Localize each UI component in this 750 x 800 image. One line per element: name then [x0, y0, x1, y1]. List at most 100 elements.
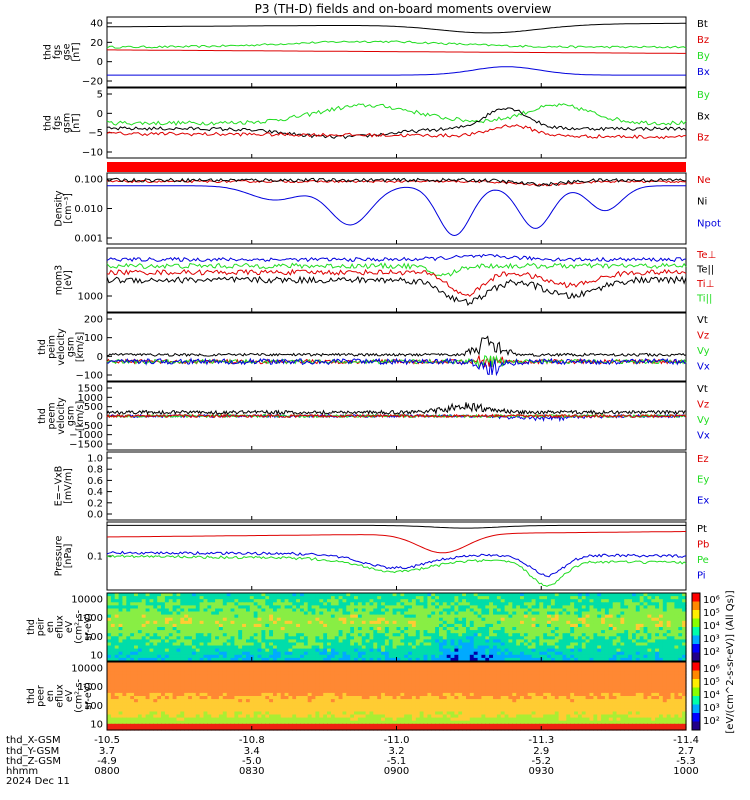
y-tick-label: 0.4	[87, 487, 103, 498]
colorbar-segment	[692, 696, 700, 705]
y-axis-label: eflux	[55, 684, 66, 708]
series-by	[106, 103, 687, 126]
footer-value: 3.2	[389, 746, 405, 757]
y-axis-label: (cm²-s-	[74, 679, 85, 713]
footer-row-label: 2024 Dec 11	[6, 776, 70, 787]
footer-value: -4.9	[97, 756, 117, 767]
y-axis-label: eflux	[55, 615, 66, 639]
footer-value: 3.4	[244, 746, 260, 757]
panel-temperature: mom3[eV] 1000 Te⊥ Te|| Ti⊥ Ti||	[54, 247, 716, 313]
panel-frame	[106, 87, 687, 159]
y-tick-label: 0.6	[87, 476, 103, 487]
footer-value: -11.3	[528, 735, 554, 746]
y-axis-label: en	[45, 690, 56, 702]
panel-frame	[106, 451, 687, 521]
colorbar-tick: 10²	[703, 716, 720, 727]
legend-entry: Ni	[697, 197, 707, 208]
y-tick-label: 5	[97, 90, 103, 101]
y-tick-label: 0	[97, 109, 103, 120]
y-axis-label: eV	[64, 689, 75, 702]
footer-value: -11.4	[673, 735, 699, 746]
y-tick-label: −1500	[69, 440, 103, 451]
series-bz	[107, 49, 686, 54]
footer-value: -5.0	[242, 756, 262, 767]
panel-density: Density[cm⁻³]0.100 0.010 0.001 Ne Ni Npot	[54, 172, 721, 245]
y-axis-label: [mV/m]	[63, 468, 74, 504]
legend-entry: Bt	[697, 19, 708, 30]
y-axis-label: thd	[37, 408, 48, 424]
footer-value: -5.3	[676, 756, 696, 767]
colorbar-tick: 10⁶	[703, 664, 720, 675]
legend-entry: Pi	[697, 571, 706, 582]
y-tick-label: −500	[76, 421, 103, 432]
y-tick-label: 0	[97, 57, 103, 68]
y-tick-label: 1.0	[87, 454, 103, 465]
footer-value: 2.7	[678, 746, 694, 757]
colorbar-segment	[692, 652, 700, 662]
panel-efield: E=−VxB[mV/m] 1.00.80.60.40.20.0 Ez Ey Ex	[54, 451, 709, 521]
series-te-par	[106, 275, 687, 307]
colorbar-tick: 10⁴	[703, 621, 720, 632]
legend-entry: Ey	[697, 475, 709, 486]
colorbar-segment	[692, 713, 700, 722]
footer-row-label: thd_X-GSM	[6, 735, 61, 746]
series-vx	[106, 357, 687, 377]
y-tick-label: 100	[84, 701, 103, 712]
series-bt	[107, 22, 686, 34]
y-axis-label: thd	[37, 339, 48, 355]
y-tick-label: −100	[76, 371, 103, 382]
legend-entry: Npot	[697, 218, 721, 229]
y-tick-label: 10	[90, 720, 103, 731]
footer-value: 0800	[94, 766, 119, 777]
y-axis-label: gsm	[66, 337, 77, 357]
y-tick-label: 200	[84, 315, 103, 326]
y-tick-label: 0.1	[87, 552, 103, 563]
y-axis-label: sr-eV)	[83, 613, 94, 641]
y-axis-label: sr-eV)	[83, 682, 94, 710]
series-ni	[106, 177, 687, 187]
y-tick-label: 100	[84, 632, 103, 643]
y-axis-label: gsm	[66, 406, 77, 426]
colorbar-segment	[692, 635, 700, 645]
series-npot	[107, 185, 686, 237]
series-vt	[106, 402, 687, 416]
colorbar-tick: 10²	[703, 647, 720, 658]
panel-pressure: Pressure[nPa] 0.1 Pt Pb Pe Pi	[54, 521, 709, 591]
y-tick-label: 0.001	[74, 234, 103, 245]
y-axis-label: en	[45, 621, 56, 633]
y-axis-label: thd	[43, 115, 54, 131]
series-ne	[106, 179, 687, 187]
footer-value: -10.5	[94, 735, 120, 746]
colorbar-segment	[692, 627, 700, 636]
legend-entry: Ti⊥	[696, 279, 714, 290]
legend-entry: Bz	[697, 133, 709, 144]
y-axis-label: [nT]	[71, 42, 82, 61]
legend-entry: Vy	[697, 346, 710, 357]
series-vt	[106, 335, 687, 357]
y-axis-label: fgs	[52, 116, 63, 130]
series-te-perp	[106, 253, 687, 263]
colorbar-tick: 10⁵	[703, 608, 720, 619]
colorbar-segment	[692, 721, 700, 731]
y-axis-label: [cm⁻³]	[63, 193, 74, 224]
spectrogram-cells	[107, 593, 687, 662]
y-tick-label: 0.8	[87, 465, 103, 476]
y-tick-label: −20	[82, 77, 103, 88]
y-axis-label: Pressure	[54, 536, 65, 577]
y-axis-label: thd	[43, 44, 54, 60]
legend-entry: Vx	[697, 431, 710, 442]
y-axis-label: [eV]	[63, 270, 74, 290]
y-axis-label: thd	[26, 688, 37, 704]
y-axis-label: (cm²-s-	[74, 610, 85, 644]
colorbar-label: [eV/(cm^2-s-sr-eV)] (All Qs)]	[725, 590, 736, 733]
separator-band	[107, 162, 686, 172]
legend-entry: Vz	[697, 331, 709, 342]
colorbar-segment	[692, 644, 700, 653]
legend-entry: Ez	[697, 454, 709, 465]
y-tick-label: 1000	[78, 393, 103, 404]
